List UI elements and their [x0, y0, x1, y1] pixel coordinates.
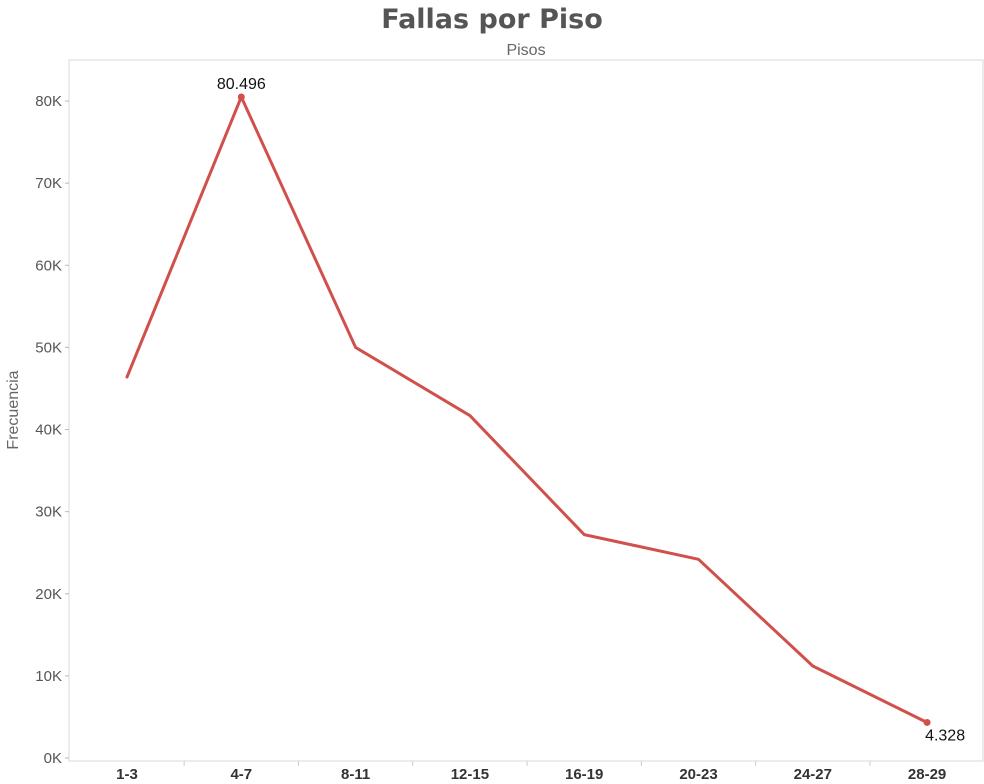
- x-tick-label: 8-11: [341, 766, 370, 783]
- chart-title: Fallas por Piso: [381, 4, 603, 35]
- y-tick-label: 50K: [35, 339, 62, 356]
- x-tick-label: 4-7: [230, 766, 252, 783]
- x-tick-label: 1-3: [116, 766, 138, 783]
- x-axis-title: Pisos: [506, 42, 545, 59]
- data-label: 4.328: [925, 727, 965, 744]
- plot-area: [68, 59, 984, 762]
- y-tick-label: 70K: [35, 175, 62, 192]
- x-tick-label: 16-19: [565, 766, 603, 783]
- series-line: [125, 95, 929, 724]
- y-tick-label: 20K: [35, 586, 62, 603]
- x-tick-label: 28-29: [908, 766, 946, 783]
- y-tick-label: 60K: [35, 257, 62, 274]
- y-tick-label: 80K: [35, 93, 62, 110]
- data-labels: 80.496 4.328: [217, 76, 965, 744]
- y-tick-label: 0K: [44, 750, 62, 767]
- y-axis-title: Frecuencia: [5, 370, 22, 449]
- data-point-marker: [923, 718, 931, 726]
- data-label: 80.496: [217, 76, 266, 93]
- x-tick-label: 24-27: [794, 766, 832, 783]
- x-tick-label: 20-23: [679, 766, 717, 783]
- x-axis: 1-3 4-7 8-11 12-15 16-19 20-23 24-27 28-29: [116, 761, 946, 783]
- data-point-marker: [237, 93, 245, 101]
- series-layer: [125, 95, 929, 724]
- x-tick-label: 12-15: [451, 766, 489, 783]
- y-tick-label: 40K: [35, 422, 62, 439]
- y-tick-label: 10K: [35, 668, 62, 685]
- y-tick-label: 30K: [35, 504, 62, 521]
- y-axis: 0K 10K 20K 30K 40K 50K 60K 70K 80K: [35, 93, 69, 767]
